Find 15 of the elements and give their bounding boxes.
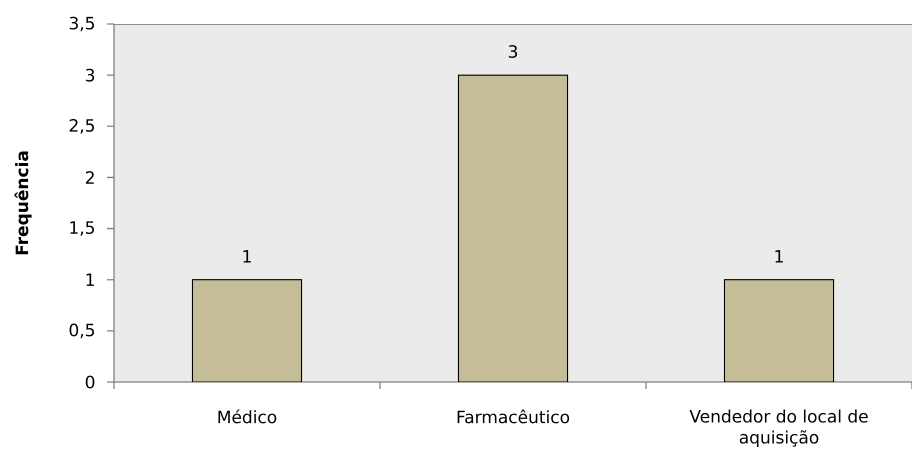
y-tick-label: 0,5 (70, 324, 94, 338)
y-tick-label: 1 (86, 274, 94, 286)
y-tick-label: 2,5 (70, 118, 94, 134)
x-tick-label: Farmacêutico (458, 410, 570, 424)
y-tick-label: 2 (86, 171, 94, 184)
x-tick-label: Vendedor do local de aquisição (690, 410, 868, 447)
y-tick-label: 1,5 (70, 221, 94, 236)
y-tick-label: 3,5 (70, 16, 94, 32)
data-label: 3 (508, 45, 518, 58)
data-label: 1 (775, 250, 783, 263)
x-tick-label: Médico (218, 410, 276, 424)
y-tick-label: 3 (86, 68, 94, 82)
y-axis-title: Frequência (14, 151, 32, 254)
y-tick-label: 0 (86, 376, 94, 388)
data-label: 1 (243, 250, 251, 263)
